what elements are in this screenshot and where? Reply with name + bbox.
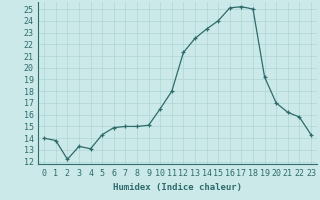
X-axis label: Humidex (Indice chaleur): Humidex (Indice chaleur): [113, 183, 242, 192]
